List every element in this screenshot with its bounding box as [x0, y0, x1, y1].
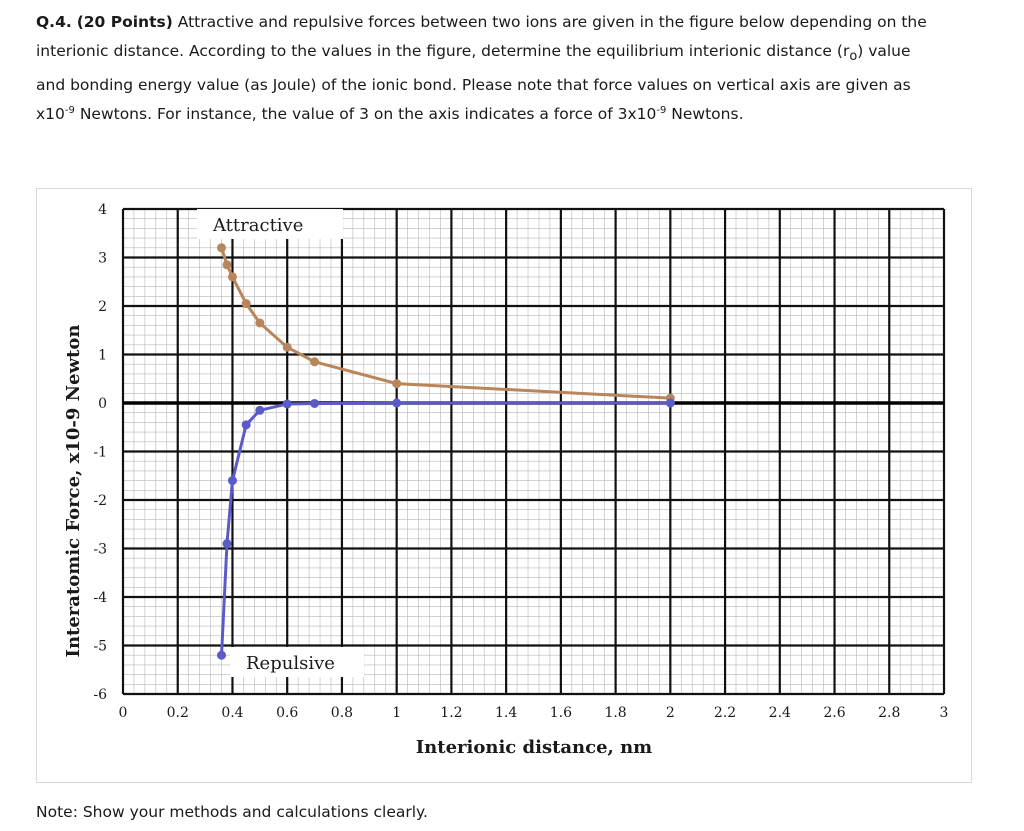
series-labels: Attractive Repulsive [197, 209, 364, 677]
attractive-point [227, 272, 237, 282]
major-grid [121, 207, 946, 696]
y-tick-label: -6 [93, 687, 107, 703]
x-tick-label: 0 [119, 705, 128, 721]
question-line-4-b: Newtons. For instance, the value of 3 on… [74, 105, 657, 124]
x-tick-label: 1.2 [440, 705, 462, 721]
question-line-4: x10-9 Newtons. For instance, the value o… [36, 100, 986, 129]
x-tick-label: 2.8 [878, 705, 900, 721]
x-tick-label: 0.2 [167, 705, 189, 721]
x-tick-label: 0.6 [276, 705, 298, 721]
question-exponent-1: -9 [64, 104, 75, 116]
attractive-point [217, 243, 227, 253]
question-line-2: interionic distance. According to the va… [36, 37, 986, 71]
x-tick-label: 3 [940, 705, 949, 721]
attractive-label-box [197, 209, 343, 239]
attractive-label: Attractive [212, 215, 303, 236]
attractive-point [222, 260, 232, 270]
attractive-point [310, 357, 320, 367]
y-tick-label: 1 [98, 348, 107, 364]
attractive-line [220, 247, 671, 400]
x-tick-label: 0.4 [221, 705, 243, 721]
chart-container: 0 0.2 0.4 0.6 0.8 1 1.2 1.4 1.6 1.8 2 2.2 2.4 2.6 2.8 3… [36, 188, 972, 783]
question-text: Q.4. (20 Points) Attractive and repulsiv… [36, 8, 986, 129]
question-line-1: Q.4. (20 Points) Attractive and repulsiv… [36, 8, 986, 37]
attractive-point [282, 342, 292, 352]
x-tick-label: 1.6 [550, 705, 572, 721]
question-line-4-a: x10 [36, 105, 65, 124]
repulsive-point [222, 539, 232, 549]
question-line-2-text: interionic distance. According to the va… [36, 42, 850, 60]
x-tick-label: 2.4 [769, 705, 791, 721]
question-points: (20 Points) [76, 13, 173, 31]
x-axis-label: Interionic distance, nm [416, 737, 652, 758]
question-line-2-end: ) value [857, 42, 911, 60]
attractive-point [255, 318, 265, 328]
y-tick-label: -1 [93, 445, 107, 461]
repulsive-point [310, 398, 320, 408]
y-tick-label: 0 [98, 396, 107, 412]
y-tick-label: 3 [98, 251, 107, 267]
y-tick-label: -2 [93, 493, 107, 509]
y-axis-label: Interatomic Force, x10-9 Newton [63, 325, 84, 658]
x-tick-label: 1 [392, 705, 401, 721]
question-line-3: and bonding energy value (as Joule) of t… [36, 76, 911, 95]
series-group [217, 243, 675, 660]
repulsive-point [227, 476, 237, 486]
question-line-1-text: Attractive and repulsive forces between … [177, 13, 927, 31]
repulsive-label: Repulsive [246, 653, 335, 674]
repulsive-point [282, 399, 292, 409]
x-tick-labels: 0 0.2 0.4 0.6 0.8 1 1.2 1.4 1.6 1.8 2 2.2 2.4 2.6 2.8 3 [119, 705, 949, 721]
x-tick-label: 2.6 [823, 705, 845, 721]
question-number: Q.4. [36, 13, 72, 31]
x-tick-label: 0.8 [331, 705, 353, 721]
repulsive-label-box [230, 647, 364, 677]
question-subscript: o [849, 49, 858, 65]
x-tick-label: 2.2 [714, 705, 736, 721]
force-distance-chart: 0 0.2 0.4 0.6 0.8 1 1.2 1.4 1.6 1.8 2 2.2 2.4 2.6 2.8 3… [63, 202, 949, 758]
note-text: Note: Show your methods and calculations… [36, 803, 428, 821]
attractive-point [241, 299, 251, 309]
x-tick-label: 1.8 [604, 705, 626, 721]
y-tick-label: -4 [93, 590, 107, 606]
attractive-point [392, 379, 402, 389]
repulsive-point [665, 398, 675, 408]
y-tick-labels: 4 3 2 1 0 -1 -2 -3 -4 -5 -6 [93, 202, 107, 703]
question-line-4-c: Newtons. [666, 105, 744, 124]
repulsive-point [392, 398, 402, 408]
x-tick-label: 2 [666, 705, 675, 721]
y-tick-label: 4 [98, 202, 107, 218]
repulsive-point [217, 650, 227, 660]
y-tick-label: -3 [93, 542, 107, 558]
y-tick-label: 2 [98, 299, 107, 315]
x-tick-label: 1.4 [495, 705, 517, 721]
y-tick-label: -5 [93, 639, 107, 655]
question-exponent-2: -9 [656, 104, 667, 116]
repulsive-point [255, 405, 265, 415]
repulsive-point [241, 420, 251, 430]
